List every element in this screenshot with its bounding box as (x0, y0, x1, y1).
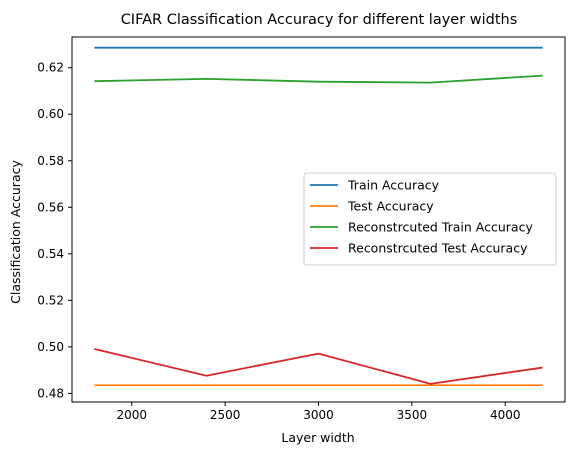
x-tick-label: 3500 (397, 408, 428, 422)
legend-label: Reconstrcuted Test Accuracy (348, 241, 528, 256)
y-tick-label: 0.52 (37, 293, 64, 307)
plot-frame (71, 36, 566, 403)
x-tick-label: 2000 (116, 408, 147, 422)
y-tick-label: 0.58 (37, 154, 64, 168)
x-tick-label: 2500 (210, 408, 241, 422)
y-tick-label: 0.62 (37, 61, 64, 75)
y-tick-label: 0.60 (37, 107, 64, 121)
y-tick-label: 0.56 (37, 200, 64, 214)
legend-label: Reconstrcuted Train Accuracy (348, 220, 533, 235)
series-line-4 (94, 348, 543, 385)
y-tick-label: 0.50 (37, 340, 64, 354)
y-tick-label: 0.54 (37, 247, 64, 261)
x-tick-label: 3000 (303, 408, 334, 422)
x-tick-label: 4000 (490, 408, 521, 422)
x-axis-label: Layer width (281, 430, 354, 445)
chart-title: CIFAR Classification Accuracy for differ… (121, 12, 518, 28)
y-axis-label: Classification Accuracy (8, 160, 23, 304)
y-tick-label: 0.48 (37, 386, 64, 400)
legend-label: Train Accuracy (347, 178, 440, 193)
legend-box (303, 172, 557, 266)
legend-label: Test Accuracy (347, 199, 434, 214)
series-line-3 (94, 74, 543, 84)
